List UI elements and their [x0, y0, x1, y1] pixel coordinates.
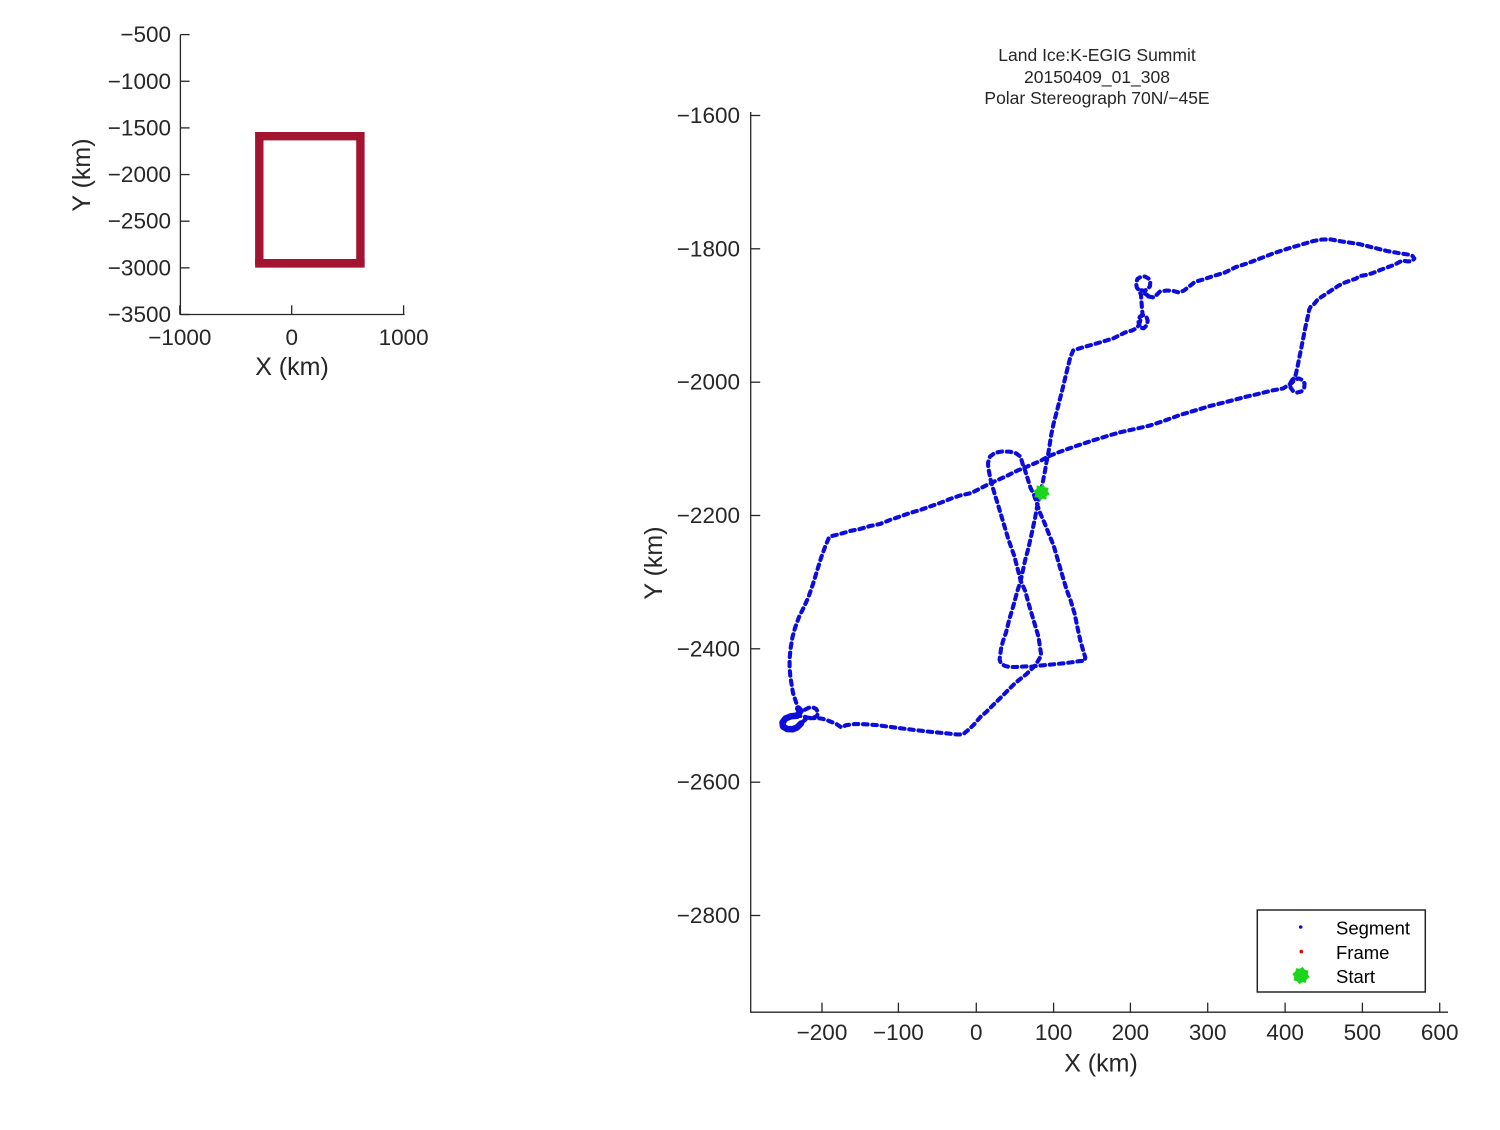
svg-text:Segment: Segment [1336, 918, 1410, 939]
svg-text:Frame: Frame [1336, 942, 1389, 963]
svg-text:−1000: −1000 [148, 325, 211, 350]
svg-text:−1000: −1000 [108, 69, 171, 94]
svg-text:600: 600 [1421, 1020, 1459, 1045]
svg-text:100: 100 [1035, 1020, 1073, 1045]
svg-text:−1500: −1500 [108, 115, 171, 140]
svg-text:X (km): X (km) [255, 353, 329, 381]
svg-text:−500: −500 [120, 22, 171, 47]
svg-text:−3500: −3500 [108, 302, 171, 327]
svg-text:Polar Stereograph 70N/−45E: Polar Stereograph 70N/−45E [984, 88, 1209, 108]
svg-text:−1600: −1600 [677, 103, 740, 128]
svg-text:Land Ice:K-EGIG Summit: Land Ice:K-EGIG Summit [998, 45, 1196, 65]
svg-text:−2800: −2800 [677, 903, 740, 928]
svg-text:−200: −200 [797, 1020, 848, 1045]
svg-text:1000: 1000 [379, 325, 429, 350]
svg-text:Y (km): Y (km) [640, 526, 668, 599]
svg-text:−3000: −3000 [108, 255, 171, 280]
svg-text:Y (km): Y (km) [68, 138, 96, 211]
svg-text:0: 0 [970, 1020, 983, 1045]
svg-text:−1800: −1800 [677, 236, 740, 261]
svg-text:X (km): X (km) [1064, 1050, 1138, 1078]
svg-text:200: 200 [1112, 1020, 1150, 1045]
svg-text:−2500: −2500 [108, 209, 171, 234]
svg-text:300: 300 [1189, 1020, 1227, 1045]
svg-text:−2600: −2600 [677, 770, 740, 795]
svg-text:500: 500 [1344, 1020, 1382, 1045]
svg-text:−100: −100 [873, 1020, 924, 1045]
svg-text:Start: Start [1336, 966, 1375, 987]
svg-text:400: 400 [1266, 1020, 1304, 1045]
svg-text:−2200: −2200 [677, 503, 740, 528]
svg-text:−2000: −2000 [677, 370, 740, 395]
svg-text:0: 0 [285, 325, 298, 350]
svg-text:20150409_01_308: 20150409_01_308 [1024, 67, 1170, 88]
svg-text:−2000: −2000 [108, 162, 171, 187]
svg-text:−2400: −2400 [677, 636, 740, 661]
